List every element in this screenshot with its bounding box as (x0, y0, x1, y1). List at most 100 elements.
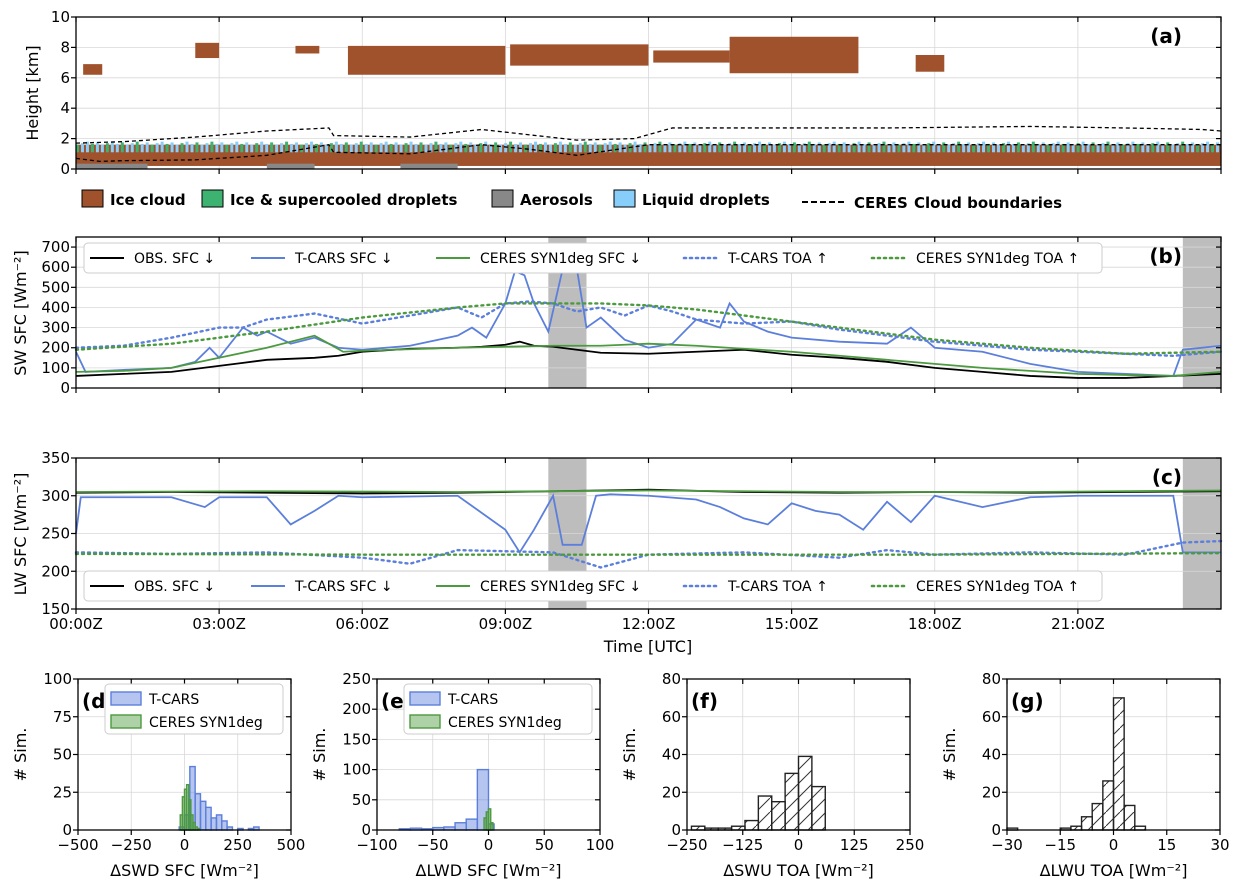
legend-a: Ice cloud Ice & supercooled droplets Aeros… (81, 189, 1062, 212)
y-tick-label: 300 (41, 487, 70, 505)
x-tick-label: 30 (1210, 836, 1229, 854)
histogram-bar (811, 785, 826, 831)
y-tick-label: 0 (671, 821, 681, 839)
x-tick-label: 0 (180, 836, 190, 854)
legend-label: Aerosols (520, 191, 593, 209)
panel-letter-g: (g) (1011, 689, 1044, 713)
x-axis-label: ΔLWD SFC [Wm⁻²] (416, 861, 562, 880)
ice-cloud-layer (295, 45, 320, 54)
y-tick-label: 350 (41, 449, 70, 467)
histogram-bar (199, 800, 207, 831)
y-tick-label: 150 (342, 730, 371, 748)
y-tick-label: 4 (60, 99, 70, 117)
series-line (75, 334, 1222, 377)
legend-swatch-liquid (613, 189, 636, 208)
y-tick-label: 0 (60, 160, 70, 178)
ice-cloud-layer (347, 45, 506, 75)
y-axis-label: # Sim. (11, 728, 30, 782)
y-tick-label: 100 (43, 670, 72, 688)
panel-c: 150 200 250 300 350 00:00Z 03:00Z 06:00Z 09:00Z 1… (11, 449, 1223, 656)
y-axis-label: # Sim. (620, 728, 639, 782)
x-axis-label: ΔSWD SFC [Wm⁻²] (110, 861, 259, 880)
series-line (74, 551, 1223, 556)
ice-cloud-layer (510, 44, 649, 66)
x-tick-label: 0 (1109, 836, 1119, 854)
panel-f: 0 20 40 60 80 −250 −125 0 125 250 ΔSWU TOA [Wm⁻²] #… (620, 670, 924, 880)
panel-letter-c: (c) (1152, 465, 1182, 489)
x-axis-label: ΔSWU TOA [Wm⁻²] (723, 861, 874, 880)
histogram-bar (1112, 697, 1125, 831)
histogram-bar (210, 817, 218, 831)
y-tick-label: 100 (342, 761, 371, 779)
legend-swatch (409, 714, 441, 729)
x-tick-label: 125 (840, 836, 869, 854)
shaded-period (1182, 237, 1221, 388)
x-tick-label: 500 (277, 836, 306, 854)
y-tick-label: 150 (41, 600, 70, 618)
x-tick-label: −15 (1044, 836, 1076, 854)
y-tick-label: 6 (60, 69, 70, 87)
legend-label: T-CARS SFC ↓ (294, 251, 393, 267)
y-tick-label: 10 (51, 8, 70, 26)
panel-b: 0 100 200 300 400 500 600 700 OBS. SFC ↓ T-CARS … (11, 236, 1223, 397)
ice-cloud-layer (729, 36, 859, 74)
x-tick-label: 18:00Z (908, 615, 962, 633)
legend-swatch (409, 691, 441, 706)
y-tick-label: 300 (41, 319, 70, 337)
legend-label: CERES SYN1deg (448, 715, 562, 731)
histogram-bar (1080, 816, 1093, 831)
legend-label: CERES SYN1deg SFC ↓ (480, 579, 641, 595)
y-tick-label: 40 (662, 746, 681, 764)
panel-g: 0 20 40 60 80 −30 −15 0 15 30 ΔLWU TOA [Wm⁻²] # Sim… (940, 670, 1230, 880)
series-line (75, 489, 1222, 493)
legend-label: Liquid droplets (642, 191, 770, 209)
x-tick-label: 0 (484, 836, 494, 854)
panel-letter-a: (a) (1150, 24, 1182, 48)
x-tick-label: 21:00Z (1051, 615, 1105, 633)
x-tick-label: −50 (417, 836, 449, 854)
y-tick-label: 80 (982, 670, 1001, 688)
histogram-bar (1102, 780, 1115, 831)
x-tick-label: 06:00Z (335, 615, 389, 633)
histogram-bar (1091, 802, 1104, 831)
x-tick-label: −250 (111, 836, 152, 854)
histogram-bar (757, 795, 773, 831)
x-tick-label: 12:00Z (622, 615, 676, 633)
x-tick-label: −250 (666, 836, 707, 854)
ceres-boundary-line (75, 143, 1221, 163)
histogram-bar (490, 822, 494, 831)
histogram-bar (1123, 804, 1136, 831)
legend-c: OBS. SFC ↓ T-CARS SFC ↓ CERES SYN1deg SFC … (83, 570, 1103, 602)
legend-b: OBS. SFC ↓ T-CARS SFC ↓ CERES SYN1deg SFC … (83, 242, 1103, 274)
y-axis-label-b: SW SFC [Wm⁻²] (11, 250, 30, 375)
series-line (74, 300, 1223, 357)
y-tick-label: 250 (342, 670, 371, 688)
x-tick-label: 09:00Z (479, 615, 533, 633)
panel-e: 0 50 100 150 200 250 −100 −50 0 50 100 ΔLWD SFC [Wm… (310, 670, 614, 880)
x-tick-label: 0 (794, 836, 804, 854)
y-tick-label: 200 (41, 339, 70, 357)
histogram-bar (215, 814, 223, 831)
y-axis-label-a: Height [km] (23, 45, 42, 140)
y-tick-label: 0 (361, 821, 371, 839)
legend-label: CERES SYN1deg (149, 715, 263, 731)
y-axis-label-c: LW SFC [Wm⁻²] (11, 473, 30, 596)
histogram-bar (194, 793, 202, 831)
x-tick-label: 250 (223, 836, 252, 854)
series-line (75, 493, 1221, 555)
y-tick-label: 250 (41, 525, 70, 543)
legend-label: T-CARS (447, 692, 498, 708)
legend-label: T-CARS TOA ↑ (727, 251, 828, 267)
y-tick-label: 40 (982, 746, 1001, 764)
legend-label: CERES SYN1deg TOA ↑ (916, 251, 1079, 267)
y-tick-label: 0 (62, 821, 72, 839)
legend-swatch-ice (81, 189, 104, 208)
y-tick-label: 50 (53, 746, 72, 764)
panel-d: 0 25 50 75 100 −500 −250 0 250 500 ΔSWD SFC [Wm⁻²]… (11, 670, 305, 880)
legend-label: T-CARS SFC ↓ (294, 579, 393, 595)
ice-cloud-layer (195, 42, 220, 59)
ice-cloud-layer (83, 64, 103, 75)
y-tick-label: 20 (662, 783, 681, 801)
legend-swatch-mixed (201, 189, 224, 208)
legend-label: CERES (854, 194, 908, 212)
